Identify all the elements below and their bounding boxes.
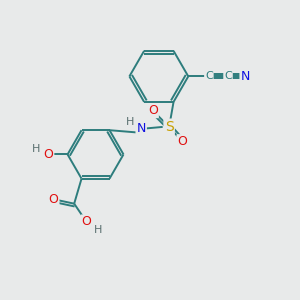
Text: O: O xyxy=(148,104,158,117)
Text: O: O xyxy=(49,193,58,206)
Text: H: H xyxy=(32,143,40,154)
Text: O: O xyxy=(178,135,187,148)
Text: O: O xyxy=(82,215,92,228)
Text: O: O xyxy=(44,148,53,161)
Text: H: H xyxy=(94,225,102,235)
Text: C: C xyxy=(224,71,232,81)
Text: N: N xyxy=(136,122,146,135)
Text: H: H xyxy=(126,117,134,127)
Text: C: C xyxy=(205,71,213,81)
Text: S: S xyxy=(165,120,173,134)
Text: N: N xyxy=(240,70,250,83)
